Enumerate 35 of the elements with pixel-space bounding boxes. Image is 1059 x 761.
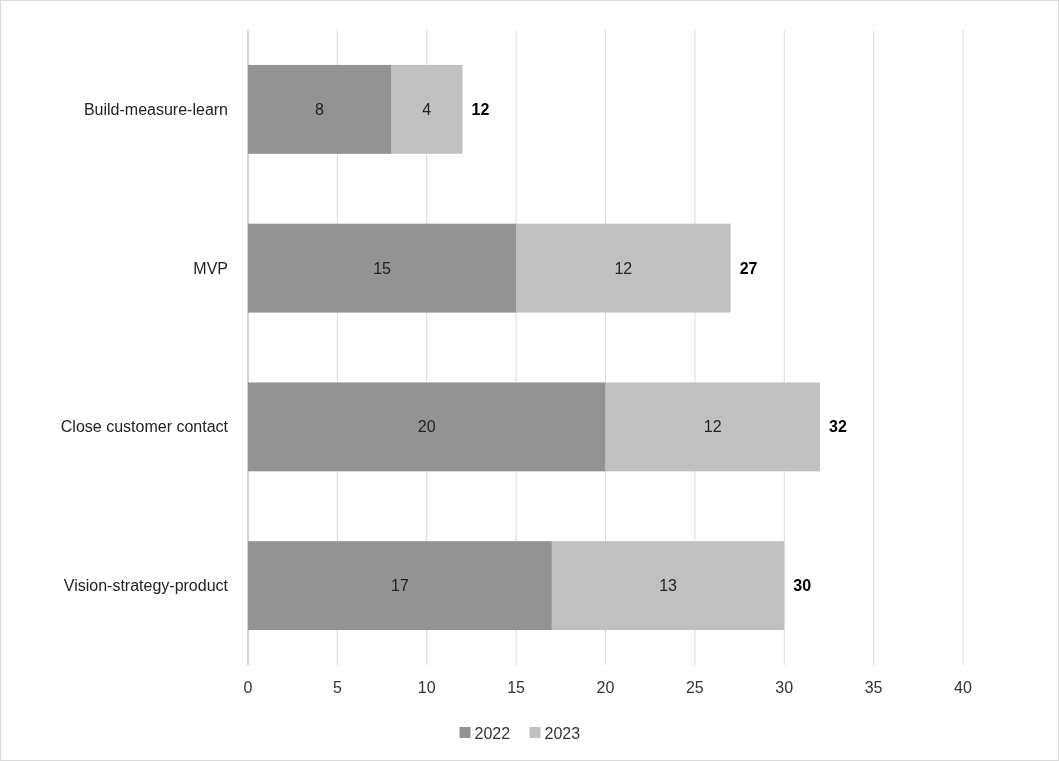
total-label: 32 [829,418,847,436]
legend-label: 2022 [474,724,511,742]
data-label: 15 [373,259,392,277]
data-label: 13 [659,577,678,595]
x-tick-label: 40 [954,679,972,696]
bar [516,223,731,313]
bar [248,541,552,631]
x-tick-label: 5 [332,679,342,696]
x-tick-label: 35 [864,679,883,696]
data-label: 12 [703,418,722,436]
total-label: 12 [471,100,490,118]
data-label: 8 [315,100,325,118]
y-tick-label: Close customer contact [60,418,229,436]
bar [605,382,820,472]
x-tick-label: 25 [685,679,704,696]
bar [248,64,391,154]
x-tick-label: 30 [775,679,794,696]
x-tick-label: 15 [507,679,526,696]
bar [248,382,606,472]
data-label: 17 [391,577,409,595]
data-label: 4 [422,100,432,118]
y-tick-label: Build-measure-learn [83,100,228,118]
bar [551,541,785,631]
bar [248,223,517,313]
y-tick-label: Vision-strategy-product [63,577,229,595]
legend-label: 2023 [544,724,581,742]
x-tick-label: 10 [417,679,436,696]
data-label: 12 [614,259,633,277]
total-label: 27 [739,259,758,277]
x-tick-label: 20 [596,679,615,696]
bar [391,64,463,154]
y-tick-label: MVP [193,259,228,277]
data-label: 20 [417,418,436,436]
total-label: 30 [793,577,812,595]
x-tick-label: 0 [243,679,253,696]
